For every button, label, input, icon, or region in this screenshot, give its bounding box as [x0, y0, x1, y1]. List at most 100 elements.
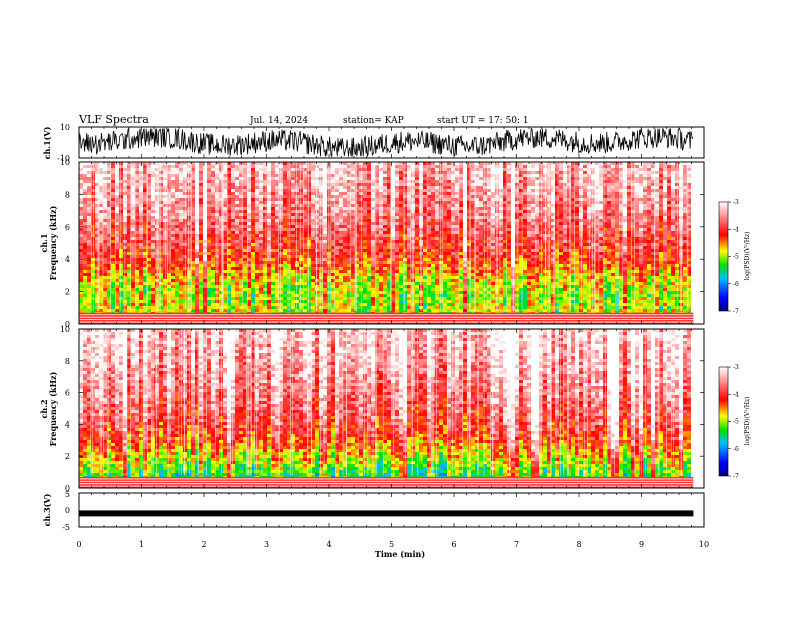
spectrogram-cell: [423, 267, 427, 270]
spectrogram-cell: [163, 276, 167, 279]
spectrogram-cell: [259, 234, 263, 237]
spectrogram-cell: [431, 240, 435, 243]
spectrogram-cell: [251, 195, 255, 198]
spectrogram-cell: [451, 279, 455, 282]
spectrogram-cell: [79, 243, 83, 246]
spectrogram-cell: [415, 252, 419, 255]
spectrogram-cell: [383, 300, 387, 303]
spectrogram-cell: [199, 237, 203, 240]
spectrogram-cell: [383, 207, 387, 210]
spectrogram-cell: [451, 177, 455, 180]
spectrogram-cell: [295, 300, 299, 303]
spectrogram-cell: [399, 306, 403, 309]
spectrogram-cell: [323, 210, 327, 213]
spectrogram-cell: [143, 168, 147, 171]
spectrogram-cell: [119, 210, 123, 213]
spectrogram-cell: [407, 288, 411, 291]
spectrogram-cell: [179, 270, 183, 273]
spectrogram-cell: [383, 189, 387, 192]
spectrogram-cell: [283, 237, 287, 240]
spectrogram-cell: [399, 204, 403, 207]
spectrogram-cell: [259, 225, 263, 228]
spectrogram-cell: [143, 297, 147, 300]
spectrogram-cell: [199, 300, 203, 303]
spectrogram-cell: [283, 228, 287, 231]
spectrogram-cell: [451, 246, 455, 249]
spectrogram-cell: [311, 165, 315, 168]
spectrogram-cell: [343, 231, 347, 234]
spectrogram-cell: [267, 249, 271, 252]
spectrogram-cell: [291, 192, 295, 195]
spectrogram-cell: [171, 183, 175, 186]
spectrogram-cell: [251, 228, 255, 231]
spectrogram-cell: [299, 279, 303, 282]
spectrogram-cell: [339, 204, 343, 207]
spectrogram-cell: [395, 273, 399, 276]
spectrogram-cell: [175, 291, 179, 294]
spectrogram-cell: [363, 282, 367, 285]
spectrogram-cell: [291, 228, 295, 231]
spectrogram-cell: [211, 243, 215, 246]
spectrogram-cell: [335, 285, 339, 288]
spectrogram-cell: [363, 168, 367, 171]
spectrogram-cell: [83, 261, 87, 264]
spectrogram-cell: [351, 246, 355, 249]
spectrogram-cell: [195, 216, 199, 219]
spectrogram-cell: [211, 282, 215, 285]
spectrogram-cell: [139, 270, 143, 273]
spectrogram-cell: [271, 231, 275, 234]
spectrogram-cell: [351, 186, 355, 189]
spectrogram-cell: [83, 210, 87, 213]
spectrogram-cell: [171, 195, 175, 198]
spectrogram-cell: [151, 252, 155, 255]
spectrogram-cell: [207, 249, 211, 252]
spectrogram-cell: [407, 216, 411, 219]
spectrogram-cell: [295, 228, 299, 231]
spectrogram-cell: [311, 309, 315, 312]
spectrogram-cell: [427, 168, 431, 171]
spectrogram-cell: [175, 177, 179, 180]
spectrogram-cell: [99, 240, 103, 243]
spectrogram-cell: [207, 264, 211, 267]
spectrogram-cell: [383, 273, 387, 276]
spectrogram-cell: [291, 306, 295, 309]
spectrogram-cell: [367, 294, 371, 297]
spectrogram-cell: [287, 288, 291, 291]
spectrogram-cell: [323, 252, 327, 255]
spectrogram-cell: [427, 291, 431, 294]
spectrogram-cell: [287, 198, 291, 201]
spectrogram-cell: [199, 249, 203, 252]
spectrogram-cell: [407, 195, 411, 198]
spectrogram-cell: [203, 246, 207, 249]
spectrogram-cell: [207, 234, 211, 237]
spectrogram-cell: [139, 234, 143, 237]
spectrogram-cell: [311, 243, 315, 246]
spectrogram-cell: [199, 195, 203, 198]
spectrogram-cell: [79, 267, 83, 270]
spectrogram-cell: [103, 267, 107, 270]
spectrogram-cell: [83, 303, 87, 306]
spectrogram-cell: [343, 171, 347, 174]
spectrogram-cell: [335, 177, 339, 180]
spectrogram-cell: [431, 285, 435, 288]
spectrogram-cell: [323, 306, 327, 309]
spectrogram-cell: [443, 267, 447, 270]
spectrogram-cell: [271, 276, 275, 279]
spectrogram-cell: [283, 225, 287, 228]
spectrogram-cell: [299, 228, 303, 231]
spectrogram-cell: [163, 252, 167, 255]
spectrogram-cell: [323, 255, 327, 258]
spectrogram-cell: [211, 291, 215, 294]
spectrogram-cell: [259, 174, 263, 177]
spectrogram-cell: [291, 291, 295, 294]
spectrogram-cell: [295, 204, 299, 207]
spectrogram-cell: [307, 246, 311, 249]
spectrogram-cell: [451, 222, 455, 225]
spectrogram-cell: [203, 282, 207, 285]
spectrogram-cell: [291, 189, 295, 192]
spectrogram-cell: [183, 213, 187, 216]
spectrogram-cell: [431, 177, 435, 180]
spectrogram-cell: [383, 231, 387, 234]
spectrogram-cell: [451, 240, 455, 243]
spectrogram-cell: [87, 270, 91, 273]
